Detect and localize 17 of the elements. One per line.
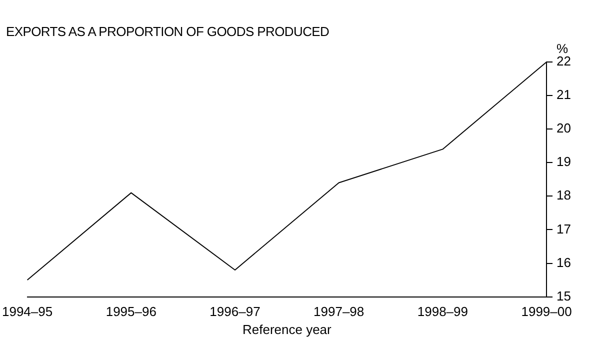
- x-tick-label: 1999–00: [521, 304, 572, 320]
- y-tick-label: 20: [556, 120, 572, 136]
- y-tick-label: 16: [556, 254, 572, 270]
- y-tick-label: 15: [556, 288, 572, 304]
- y-tick-label: 17: [556, 221, 572, 236]
- y-tick-label: 18: [556, 188, 572, 203]
- x-tick-label: 1994–95: [2, 304, 53, 320]
- y-axis-title: %: [556, 41, 569, 56]
- chart-title: EXPORTS AS A PROPORTION OF GOODS PRODUCED: [6, 24, 330, 39]
- x-tick-label: 1996–97: [210, 304, 260, 320]
- y-tick-label: 21: [556, 87, 572, 102]
- x-tick-label: 1997–98: [314, 304, 364, 320]
- y-tick-label: 19: [556, 154, 572, 170]
- x-axis-title: Reference year: [242, 322, 332, 337]
- x-tick-label: 1995–96: [106, 304, 156, 320]
- y-tick-label: 22: [556, 54, 572, 69]
- x-tick-label: 1998–99: [417, 304, 468, 320]
